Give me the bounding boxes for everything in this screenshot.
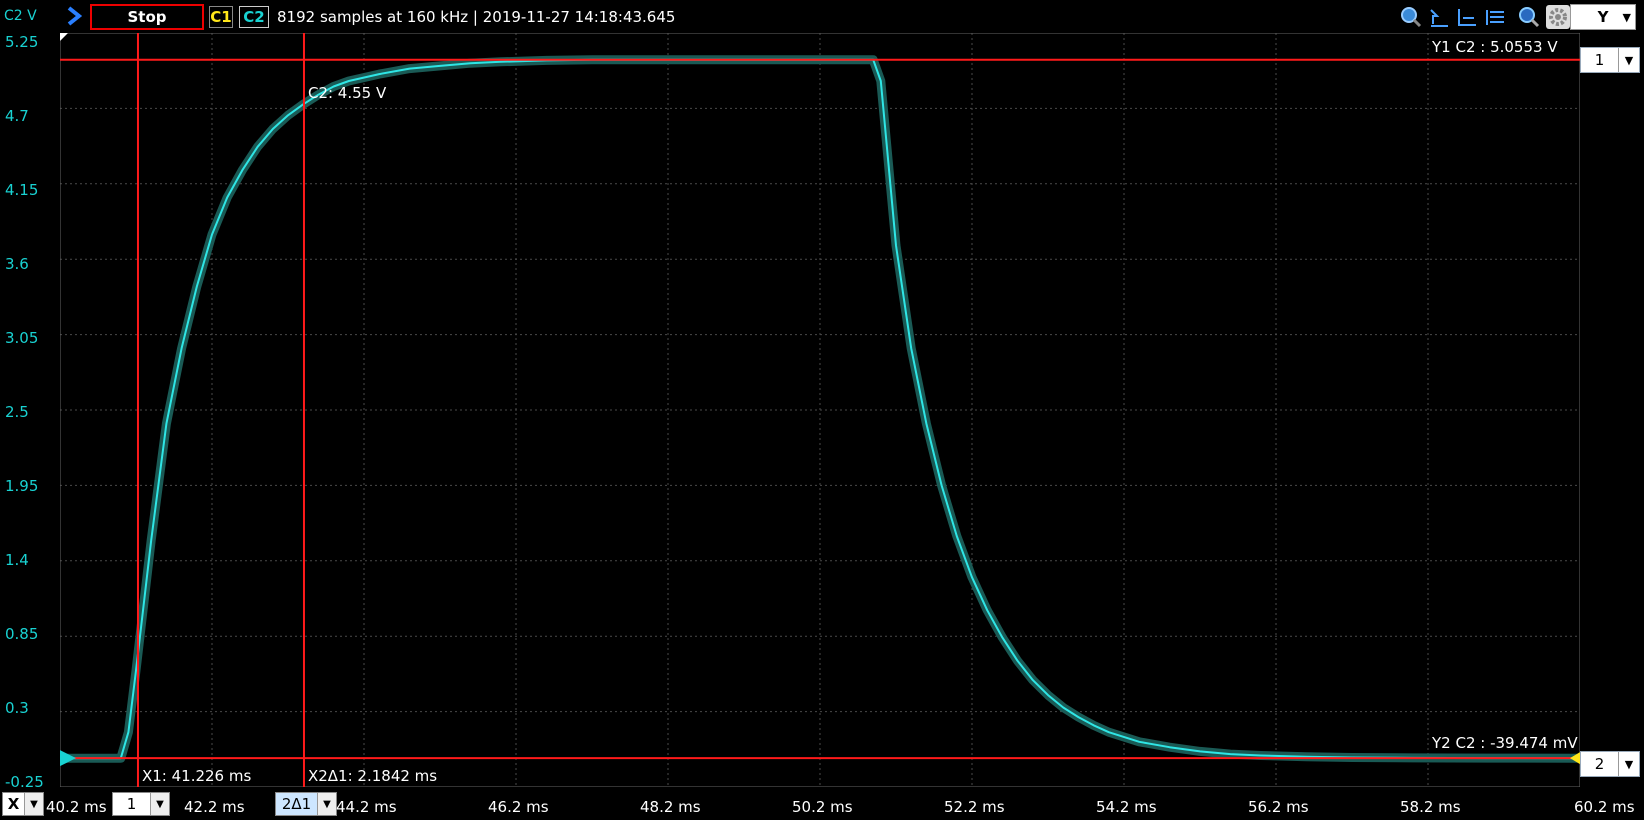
x-tick-label: 40.2 ms [46,798,107,816]
y1-cursor-readout: Y1 C2 : 5.0553 V [1432,37,1558,56]
x-tick-label: 42.2 ms [184,798,245,816]
zoom-icon[interactable] [1400,6,1422,28]
grid [60,33,1580,787]
x-tick-label: 58.2 ms [1400,798,1461,816]
y-tick-label: 3.05 [5,329,39,347]
cursors[interactable] [60,33,1580,787]
c1-channel-button[interactable]: C1 [209,6,233,28]
y-tick-label: 0.85 [5,625,39,643]
y-axis-button[interactable]: Y ▼ [1570,4,1636,30]
chevron-down-icon: ▼ [24,793,43,815]
y-tick-label: -0.25 [5,773,44,791]
trigger-level-marker [1570,752,1580,765]
y-tick-label: 2.5 [5,403,29,421]
x2-cursor-readout: X2Δ1: 2.1842 ms [307,767,438,785]
y-tick-label: 3.6 [5,255,29,273]
top-toolbar: C2 V Stop C1 C2 8192 samples at 160 kHz … [0,0,1644,33]
stop-button[interactable]: Stop [90,4,204,30]
x-cursor1-select[interactable]: 1 ▼ [112,792,170,816]
x-tick-label: 54.2 ms [1096,798,1157,816]
acquisition-status: 8192 samples at 160 kHz | 2019-11-27 14:… [277,8,676,26]
x-tick-label: 56.2 ms [1248,798,1309,816]
x-tick-label: 44.2 ms [336,798,397,816]
x-axis-button[interactable]: X ▼ [2,792,44,816]
y-tick-label: 1.95 [5,477,39,495]
gear-icon[interactable] [1546,5,1570,29]
chevron-down-icon: ▼ [1618,752,1639,776]
x-tick-label: 60.2 ms [1574,798,1635,816]
y-tick-label: 5.25 [5,33,39,51]
right-panel [1580,33,1644,787]
y-tick-label: 4.15 [5,181,39,199]
top-corner-marker [60,33,68,41]
x-cursor1-value: 1 [126,795,137,813]
trace-marker-readout: C2: 4.55 V [307,84,387,102]
waveform-plot[interactable] [60,33,1580,787]
cursor-up-icon[interactable] [1428,6,1450,28]
y-cursor1-select[interactable]: 1 ▼ [1580,47,1640,73]
cursor-step-icon[interactable] [1456,6,1478,28]
y-cursor1-value: 1 [1594,51,1605,69]
channel-axis-label: C2 V [4,8,37,24]
bottom-axis-bar [0,787,1644,820]
y-tick-label: 0.3 [5,699,29,717]
y-cursor2-value: 2 [1594,755,1605,773]
x-tick-label: 46.2 ms [488,798,549,816]
x-cursor2-value: 2Δ1 [281,795,312,813]
x-tick-label: 52.2 ms [944,798,1005,816]
c2-channel-button[interactable]: C2 [239,6,269,28]
x1-cursor-readout: X1: 41.226 ms [141,767,252,785]
y-cursor2-select[interactable]: 2 ▼ [1580,751,1640,777]
run-arrow-icon[interactable] [66,6,83,26]
magnifier-icon[interactable] [1518,6,1540,28]
chevron-down-icon: ▼ [317,793,336,815]
x-tick-label: 50.2 ms [792,798,853,816]
x-axis-button-label: X [7,795,20,813]
y-tick-label: 4.7 [5,107,29,125]
chevron-down-icon: ▼ [150,793,169,815]
channel-offset-marker [60,750,76,767]
cursor-list-icon[interactable] [1484,6,1506,28]
y-axis-button-label: Y [1597,8,1609,26]
y-tick-label: 1.4 [5,551,29,569]
chevron-down-icon: ▼ [1618,48,1639,72]
x-tick-label: 48.2 ms [640,798,701,816]
chevron-down-icon: ▼ [1622,10,1631,24]
markers [60,33,1580,767]
y2-cursor-readout: Y2 C2 : -39.474 mV [1432,734,1578,753]
x-cursor2-select[interactable]: 2Δ1 ▼ [275,792,337,816]
